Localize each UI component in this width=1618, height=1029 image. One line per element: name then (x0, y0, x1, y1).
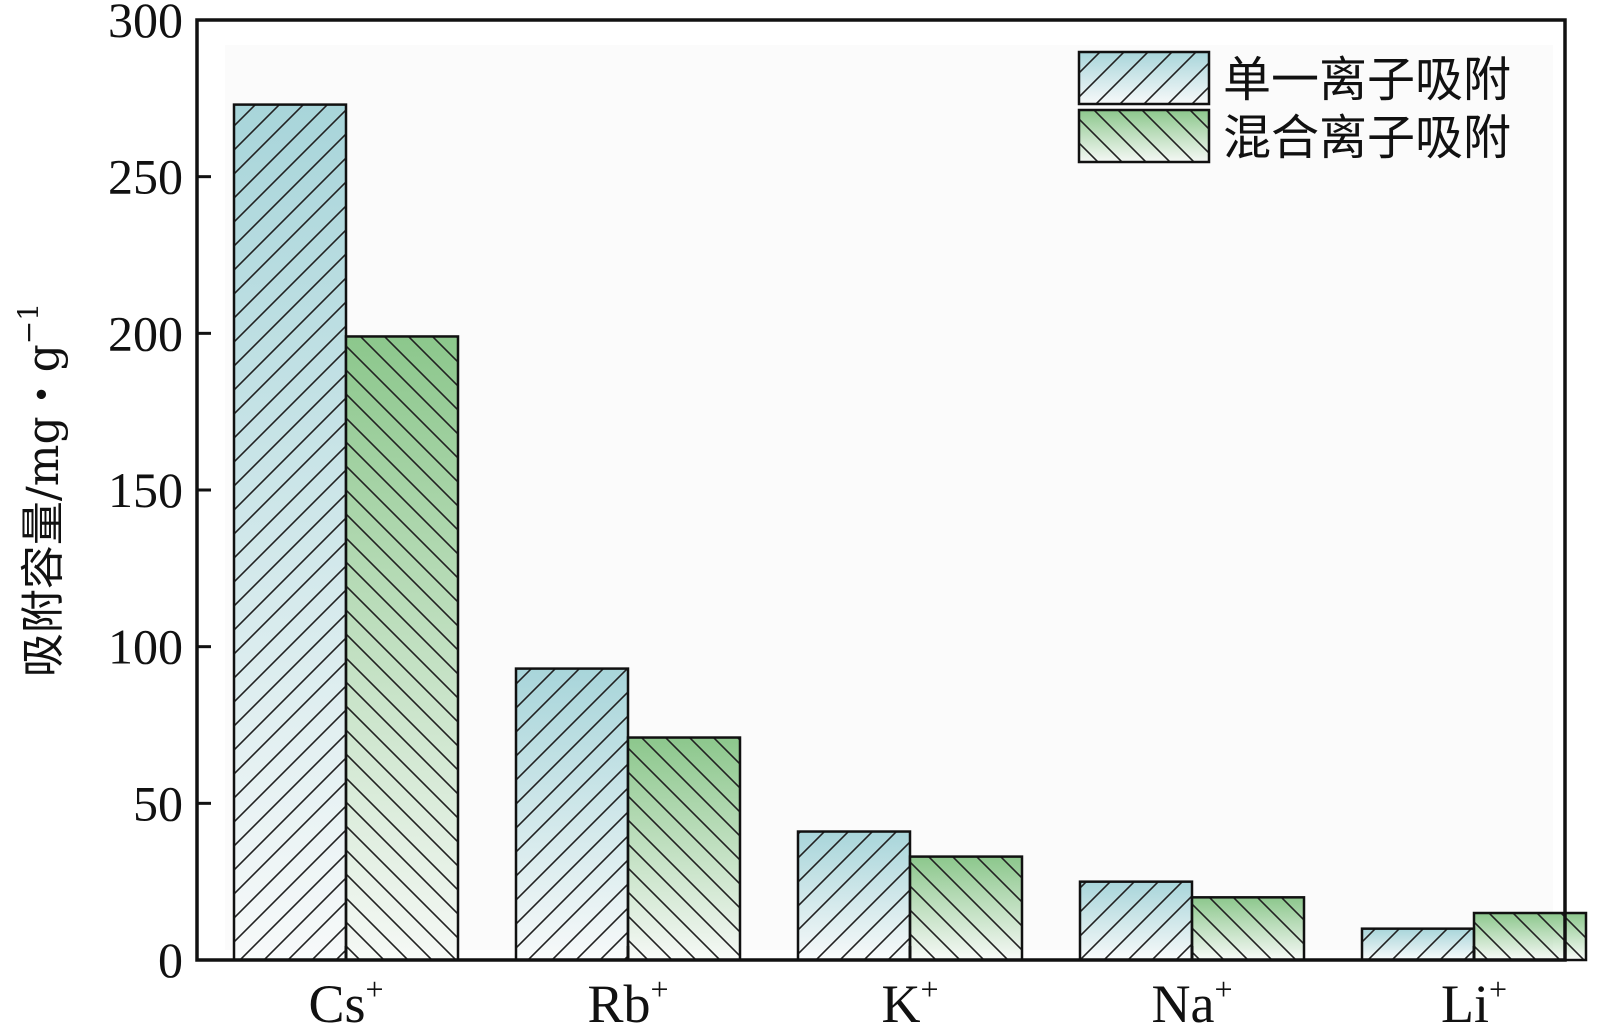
bar-rb-series-2 (626, 736, 742, 962)
bar-cs-series-2 (344, 335, 460, 962)
x-labels-group: Cs+ Rb+ K+ Na+ Li+ (308, 946, 1507, 1029)
y-tick-label: 0 (158, 932, 183, 988)
bar-k-series-1 (796, 830, 912, 962)
y-tick-label: 300 (108, 0, 183, 48)
y-tick-label: 150 (108, 462, 183, 518)
bar-k-series-2 (908, 855, 1024, 962)
bar-li-series-1 (1360, 927, 1476, 962)
x-tick-label-na: Na+ (1151, 971, 1232, 1029)
x-tick-label-cs: Cs+ (308, 971, 383, 1029)
bar-rb-series-1 (514, 667, 630, 962)
bar-li-series-2 (1472, 911, 1588, 962)
legend-swatch (1077, 108, 1211, 164)
y-ticks-group: 0 50 100 150 200 250 300 (108, 0, 211, 988)
y-tick-label: 100 (108, 619, 183, 675)
legend-item-1: 单一离子吸附 (1077, 50, 1511, 108)
x-tick-label-k: K+ (881, 971, 938, 1029)
y-axis-title: 吸附容量/mg・g−1 (12, 303, 69, 677)
bars-group (232, 103, 1588, 962)
y-axis-label: 吸附容量/mg・g−1 (12, 303, 69, 677)
y-tick-label: 250 (108, 149, 183, 205)
y-tick-label: 200 (108, 305, 183, 361)
bar-cs-series-1 (232, 103, 348, 962)
y-tick-label: 50 (133, 775, 183, 831)
x-tick-label-li: Li+ (1441, 971, 1507, 1029)
legend-label: 单一离子吸附 (1223, 52, 1511, 108)
bar-na-series-1 (1078, 880, 1194, 962)
bar-na-series-2 (1190, 896, 1306, 962)
x-tick-label-rb: Rb+ (587, 971, 668, 1029)
legend-swatch (1077, 50, 1211, 106)
legend-item-2: 混合离子吸附 (1077, 108, 1511, 166)
legend-label: 混合离子吸附 (1223, 110, 1511, 166)
